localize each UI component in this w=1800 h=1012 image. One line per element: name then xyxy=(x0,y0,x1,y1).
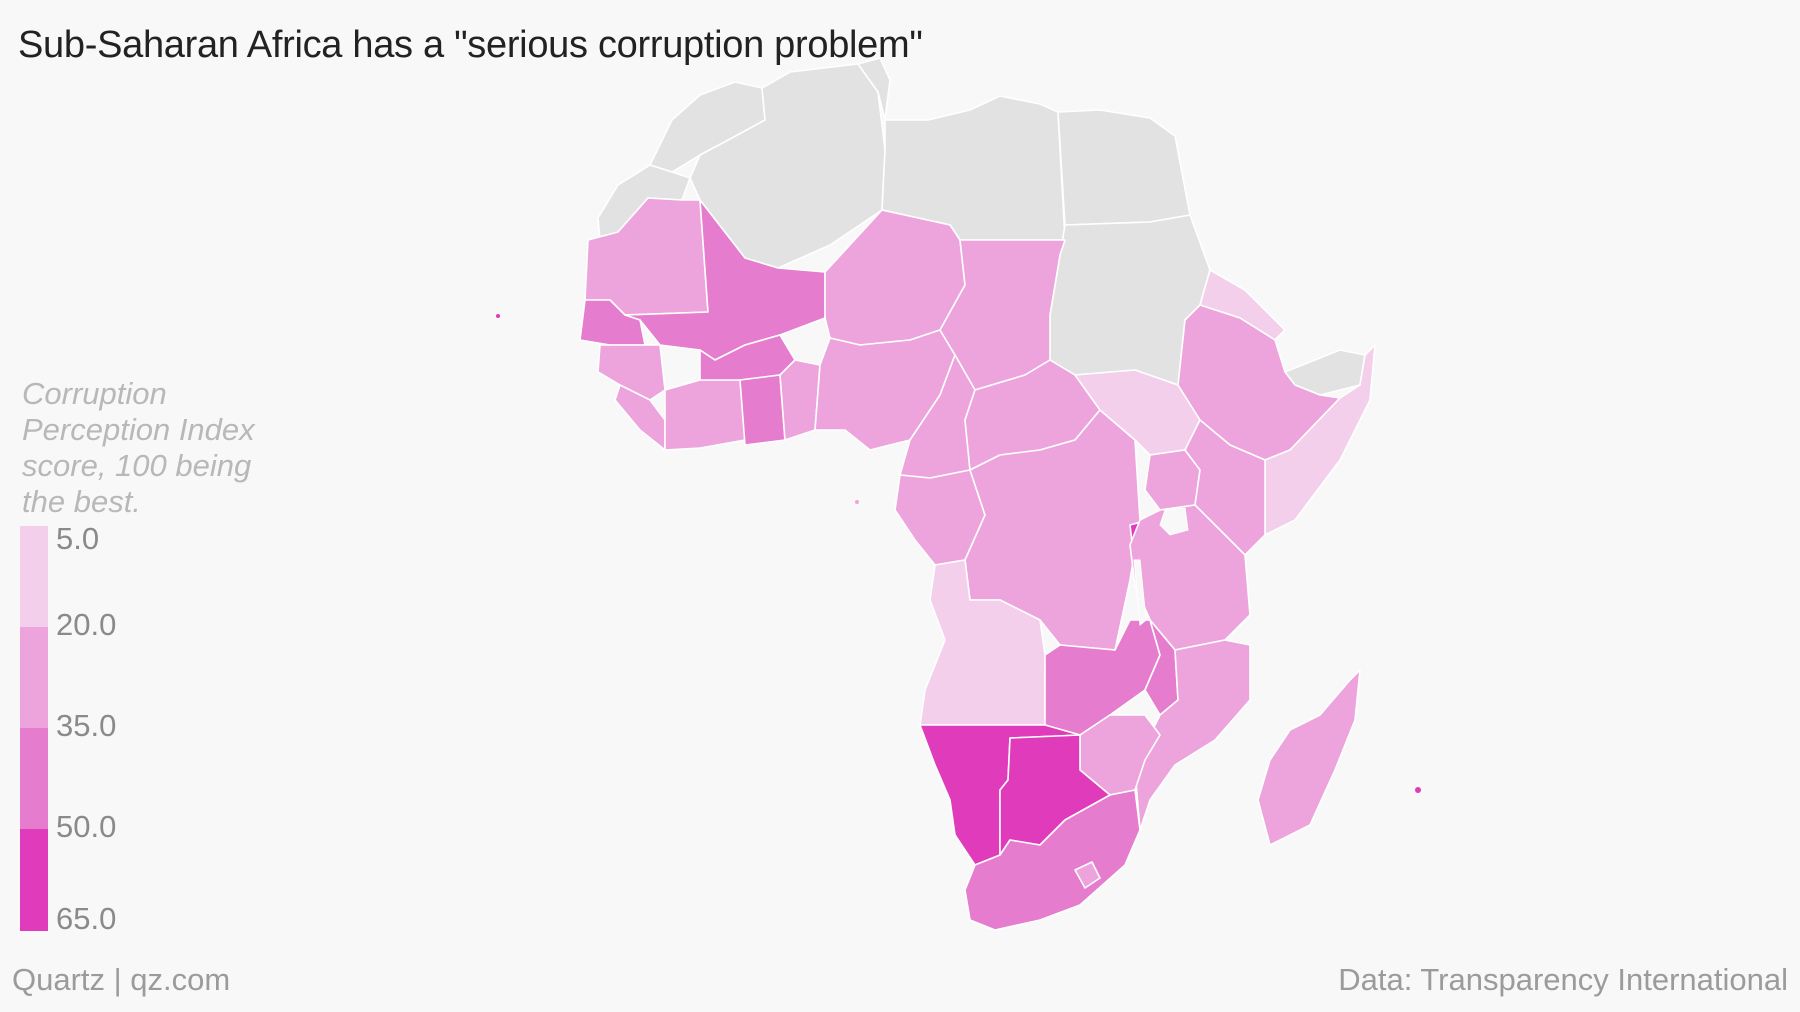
footer-data-source: Data: Transparency International xyxy=(1338,962,1788,997)
legend-swatch-2 xyxy=(20,627,48,728)
island-cape-verde xyxy=(496,314,500,318)
legend-title: Corruption Perception Index score, 100 b… xyxy=(22,376,255,519)
region-senegal xyxy=(579,299,646,346)
region-somalia xyxy=(1264,344,1376,536)
region-lesotho xyxy=(1074,861,1101,889)
legend-swatch-3 xyxy=(20,728,48,829)
lake-tanganyika xyxy=(1133,559,1147,626)
legend-tick-label: 20.0 xyxy=(56,607,117,642)
region-ghana xyxy=(739,374,786,446)
region-egypt xyxy=(1057,109,1191,226)
legend-swatch-4 xyxy=(20,829,48,931)
region-cote-divoire xyxy=(664,379,746,451)
island-sao-tome xyxy=(855,500,859,504)
region-kenya xyxy=(1184,419,1266,556)
region-tunisia xyxy=(857,57,891,121)
region-south-africa xyxy=(964,789,1141,931)
legend-tick-label: 35.0 xyxy=(56,708,117,743)
region-madagascar xyxy=(1257,669,1361,846)
island-mauritius xyxy=(1415,787,1421,793)
chart-title: Sub-Saharan Africa has a "serious corrup… xyxy=(18,24,923,66)
legend-tick-label: 50.0 xyxy=(56,809,117,844)
footer-credit: Quartz | qz.com xyxy=(12,962,231,997)
region-tanzania xyxy=(1129,504,1251,651)
region-mozambique xyxy=(1134,639,1251,831)
region-togo-benin xyxy=(779,359,821,441)
legend-tick-label: 65.0 xyxy=(56,901,117,936)
legend-swatch-1 xyxy=(20,526,48,627)
legend-tick-label: 5.0 xyxy=(56,521,100,556)
legend-color-scale xyxy=(20,526,48,931)
lake-victoria xyxy=(1159,507,1189,536)
region-guinea xyxy=(597,344,666,401)
